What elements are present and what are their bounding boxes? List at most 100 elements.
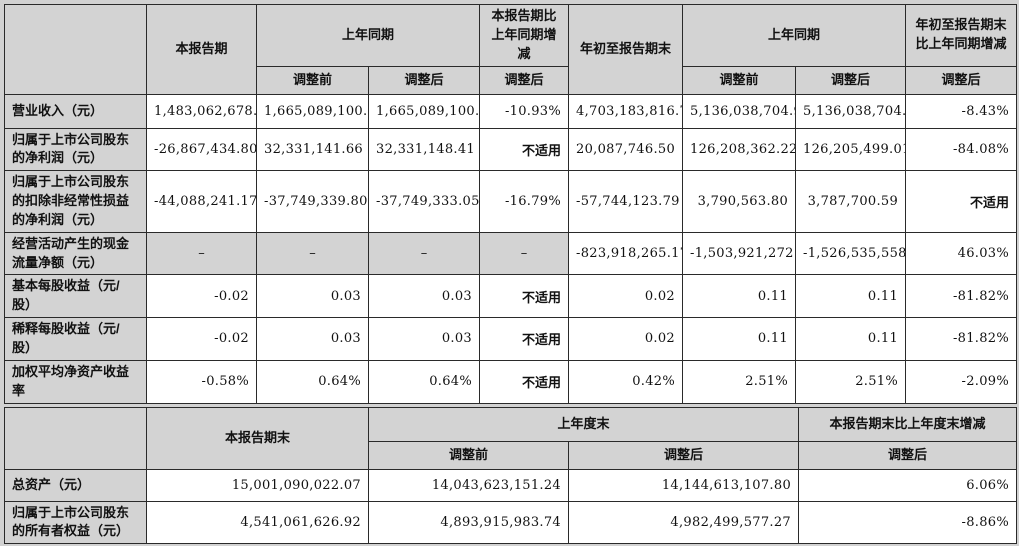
table-row: 营业收入（元） 1,483,062,678.37 1,665,089,100.9… [4,93,1018,129]
header-change-adj-after: 调整后 [479,65,570,95]
data-cell: 4,703,183,816.72 [568,93,684,129]
data-cell: -84.08% [905,127,1018,172]
data-cell: 4,893,915,983.74 [368,500,569,545]
data-cell: 0.11 [795,317,907,361]
data-cell: -0.02 [146,274,257,319]
header-row-1: 本报告期末 上年度末 本报告期末比上年度末增减 [4,406,1018,470]
data-cell: 46.03% [905,231,1018,276]
table-row: 归属于上市公司股东的所有者权益（元） 4,541,061,626.92 4,89… [4,500,1018,545]
table-row: 加权平均净资产收益率 -0.58% 0.64% 0.64% 不适用 0.42% … [4,359,1018,404]
data-cell: 0.03 [256,317,369,361]
data-cell: 0.03 [367,317,481,361]
data-cell: 不适用 [479,127,570,172]
corner-cell [4,4,147,95]
data-cell: 0.11 [682,274,797,319]
header-current-period-end: 本报告期末 [146,406,369,470]
data-cell: -1,503,921,272.94 [682,231,797,276]
data-cell: 0.03 [367,274,481,319]
data-cell: 0.42% [568,359,684,404]
data-cell: 不适用 [479,317,570,361]
data-cell: – [367,231,481,276]
header-adj-before: 调整前 [368,440,569,470]
data-cell: 3,787,700.59 [795,170,907,233]
data-cell: 2.51% [682,359,797,404]
data-cell: 0.02 [568,317,684,361]
header-prior-same-period-left: 上年同期 [255,4,481,67]
header-adj-before-right: 调整前 [682,65,797,95]
data-cell: 不适用 [479,359,570,404]
data-cell: -26,867,434.80 [146,127,257,172]
data-cell: -823,918,265.17 [568,231,684,276]
data-cell: 14,144,613,107.80 [567,468,800,502]
data-cell: 3,790,563.80 [682,170,797,233]
header-change-vs-prior-year-end: 本报告期末比上年度末增减 [798,406,1018,442]
row-label: 加权平均净资产收益率 [4,359,147,404]
quarterly-results-table: 本报告期 上年同期 本报告期比上年同期增减 年初至报告期末 上年同期 年初至报告… [4,4,1018,404]
table-row: 归属于上市公司股东的扣除非经常性损益的净利润（元） -44,088,241.17… [4,170,1018,233]
table-row: 稀释每股收益（元/股） -0.02 0.03 0.03 不适用 0.02 0.1… [4,317,1018,361]
data-cell: -44,088,241.17 [146,170,257,233]
header-adj-after-left: 调整后 [367,65,481,95]
data-cell: -0.02 [146,317,257,361]
data-cell: 1,483,062,678.37 [146,93,257,129]
data-cell: 不适用 [905,170,1018,233]
data-cell: 4,982,499,577.27 [567,500,800,545]
row-label: 归属于上市公司股东的扣除非经常性损益的净利润（元） [4,170,147,233]
data-cell: 15,001,090,022.07 [146,468,369,502]
data-cell: 0.64% [367,359,481,404]
data-cell: 0.02 [568,274,684,319]
data-cell: -10.93% [479,93,570,129]
data-cell: -81.82% [905,317,1018,361]
period-end-table: 本报告期末 上年度末 本报告期末比上年度末增减 调整前 调整后 调整后 总资产（… [4,406,1018,545]
data-cell: 126,205,499.01 [795,127,907,172]
table-row: 归属于上市公司股东的净利润（元） -26,867,434.80 32,331,1… [4,127,1018,172]
data-cell: 0.11 [795,274,907,319]
data-cell: 4,541,061,626.92 [146,500,369,545]
header-row-1: 本报告期 上年同期 本报告期比上年同期增减 年初至报告期末 上年同期 年初至报告… [4,4,1018,95]
data-cell: 1,665,089,100.96 [256,93,369,129]
data-cell: 0.64% [256,359,369,404]
data-cell: 5,136,038,704.94 [682,93,797,129]
data-cell: 5,136,038,704.94 [795,93,907,129]
table-row: 总资产（元） 15,001,090,022.07 14,043,623,151.… [4,468,1018,502]
row-label: 稀释每股收益（元/股） [4,317,147,361]
header-ytd-change-adj-after: 调整后 [905,65,1018,95]
data-cell: -37,749,339.80 [256,170,369,233]
header-prior-same-period-right: 上年同期 [682,4,907,67]
data-cell: -0.58% [146,359,257,404]
data-cell: 0.11 [682,317,797,361]
header-ytd: 年初至报告期末 [568,4,684,95]
table-row: 基本每股收益（元/股） -0.02 0.03 0.03 不适用 0.02 0.1… [4,274,1018,319]
data-cell: -16.79% [479,170,570,233]
header-change-adj-after: 调整后 [798,440,1018,470]
data-cell: – [256,231,369,276]
data-cell: 6.06% [798,468,1018,502]
header-row-2: 调整前 调整后 调整后 调整前 调整后 调整后 [5,65,1018,95]
data-cell: 2.51% [795,359,907,404]
data-cell: 126,208,362.22 [682,127,797,172]
header-adj-after-right: 调整后 [795,65,907,95]
data-cell: – [479,231,570,276]
data-cell: 不适用 [479,274,570,319]
row-label: 归属于上市公司股东的净利润（元） [4,127,147,172]
data-cell: 1,665,089,100.96 [367,93,481,129]
data-cell: -8.43% [905,93,1018,129]
data-cell: -57,744,123.79 [568,170,684,233]
data-cell: -1,526,535,558.89 [795,231,907,276]
data-cell: 32,331,141.66 [256,127,369,172]
row-label: 归属于上市公司股东的所有者权益（元） [4,500,147,545]
data-cell: 14,043,623,151.24 [368,468,569,502]
table-row: 经营活动产生的现金流量净额（元） – – – – -823,918,265.17… [4,231,1018,276]
data-cell: 32,331,148.41 [367,127,481,172]
data-cell: – [146,231,257,276]
header-prior-year-end: 上年度末 [367,406,800,442]
row-label: 基本每股收益（元/股） [4,274,147,319]
data-cell: 20,087,746.50 [568,127,684,172]
header-current-period: 本报告期 [146,4,257,95]
corner-cell [4,406,147,470]
header-change-vs-prior: 本报告期比上年同期增减 [479,4,570,67]
header-ytd-change: 年初至报告期末比上年同期增减 [905,4,1018,67]
row-label: 营业收入（元） [4,93,147,129]
data-cell: -2.09% [905,359,1018,404]
